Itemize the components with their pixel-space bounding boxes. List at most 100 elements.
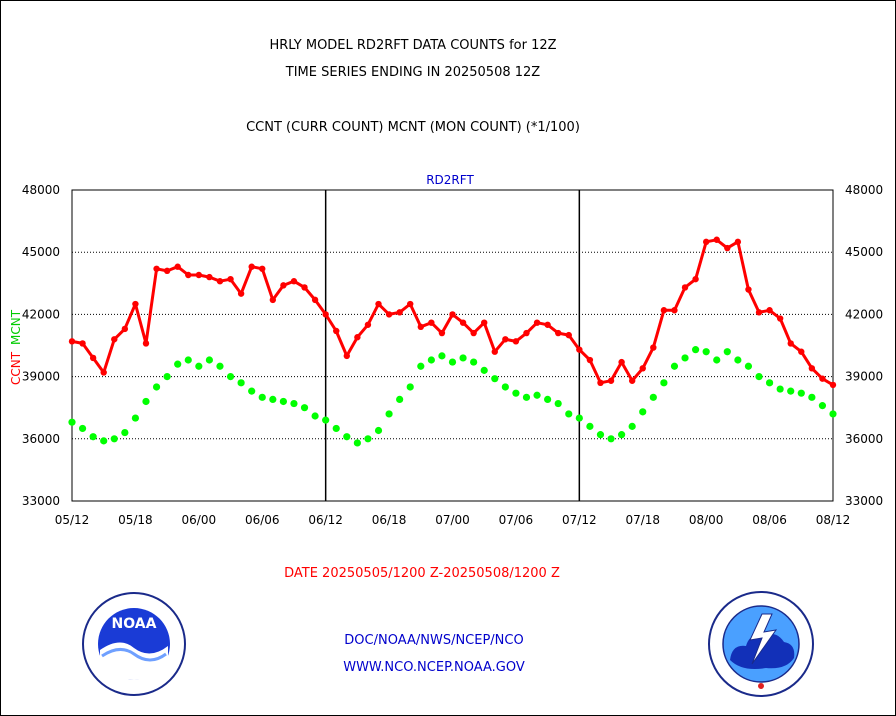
point-mcnt-62 (723, 348, 731, 356)
y-tick-left-39000: 39000 (22, 370, 60, 384)
point-ccnt-51 (607, 377, 615, 384)
point-mcnt-57 (670, 362, 679, 370)
point-ccnt-47 (565, 331, 572, 339)
point-mcnt-51 (607, 435, 615, 443)
noaa-wave-icon (101, 648, 167, 662)
point-mcnt-15 (226, 373, 235, 381)
point-ccnt-62 (724, 244, 731, 252)
point-mcnt-52 (618, 431, 626, 439)
point-mcnt-35 (438, 352, 446, 360)
point-mcnt-13 (205, 356, 214, 364)
point-ccnt-63 (734, 238, 742, 246)
point-ccnt-67 (776, 315, 784, 322)
point-mcnt-71 (818, 402, 827, 410)
point-ccnt-56 (660, 307, 668, 314)
point-mcnt-3 (100, 437, 108, 445)
point-mcnt-67 (776, 385, 784, 393)
title-line-3: CCNT (CURR COUNT) MCNT (MON COUNT) (*1/1… (246, 120, 580, 135)
point-mcnt-2 (89, 433, 97, 441)
point-mcnt-30 (385, 410, 393, 418)
point-ccnt-55 (650, 344, 657, 351)
y-tick-right-48000: 48000 (845, 183, 883, 197)
point-mcnt-17 (248, 387, 256, 395)
point-ccnt-36 (449, 311, 456, 318)
y-tick-right-42000: 42000 (845, 307, 883, 321)
point-ccnt-16 (237, 290, 245, 297)
point-mcnt-69 (797, 389, 805, 397)
point-ccnt-40 (491, 348, 498, 355)
point-ccnt-50 (597, 379, 604, 387)
point-mcnt-43 (522, 393, 531, 401)
y-tick-right-45000: 45000 (845, 245, 883, 259)
point-ccnt-46 (554, 329, 562, 337)
point-mcnt-26 (343, 433, 351, 441)
point-ccnt-45 (544, 321, 551, 328)
x-tick-1: 05/18 (118, 513, 153, 527)
point-ccnt-66 (766, 307, 773, 314)
series-layer (68, 236, 837, 447)
point-mcnt-58 (681, 354, 689, 362)
point-ccnt-42 (512, 338, 520, 345)
title-line-1: HRLY MODEL RD2RFT DATA COUNTS for 12Z (269, 38, 557, 53)
point-mcnt-40 (491, 375, 499, 383)
point-mcnt-60 (702, 348, 710, 356)
noaa-logo: NOAA (82, 592, 186, 696)
point-mcnt-24 (322, 416, 330, 424)
x-tick-6: 07/00 (435, 513, 470, 527)
point-ccnt-43 (523, 329, 530, 337)
y-tick-labels: 33000 33000 36000 36000 39000 39000 42000 42000… (22, 183, 883, 508)
date-range-label: DATE 20250505/1200 Z-20250508/1200 Z (284, 566, 560, 581)
point-ccnt-25 (333, 327, 340, 335)
point-mcnt-14 (216, 362, 224, 370)
org-label: DOC/NOAA/NWS/NCEP/NCO (344, 633, 524, 648)
point-ccnt-35 (438, 329, 446, 337)
series-ccnt (68, 236, 837, 389)
point-ccnt-22 (301, 284, 308, 291)
point-ccnt-12 (195, 271, 203, 279)
point-mcnt-10 (174, 360, 182, 368)
point-mcnt-49 (586, 422, 594, 430)
point-mcnt-63 (734, 356, 742, 364)
y-axis-label-ccnt: CCNT (9, 351, 23, 385)
point-ccnt-33 (417, 323, 424, 331)
x-tick-5: 06/18 (372, 513, 407, 527)
point-ccnt-4 (111, 336, 118, 343)
x-tick-9: 07/18 (625, 513, 660, 527)
point-mcnt-42 (512, 389, 520, 397)
day-separator-lines (324, 190, 581, 501)
point-ccnt-6 (132, 300, 139, 308)
point-ccnt-41 (502, 336, 509, 343)
point-ccnt-69 (798, 348, 805, 355)
point-ccnt-0 (68, 338, 76, 345)
point-ccnt-15 (227, 275, 234, 283)
point-mcnt-4 (110, 435, 118, 443)
point-ccnt-60 (702, 238, 710, 246)
point-mcnt-46 (554, 399, 562, 408)
point-mcnt-18 (258, 393, 266, 401)
point-mcnt-48 (575, 414, 583, 422)
point-ccnt-14 (216, 278, 224, 285)
point-mcnt-70 (808, 393, 816, 401)
point-mcnt-38 (470, 358, 478, 366)
point-ccnt-26 (343, 352, 351, 360)
point-ccnt-71 (819, 375, 826, 382)
chart-title: RD2RFT (426, 173, 474, 187)
y-tick-left-36000: 36000 (22, 432, 60, 446)
point-mcnt-72 (829, 410, 837, 418)
y-axis-label-mcnt: MCNT (9, 309, 23, 345)
lightning-icon (749, 613, 778, 665)
url-link[interactable]: WWW.NCO.NCEP.NOAA.GOV (343, 660, 525, 675)
point-ccnt-17 (248, 263, 255, 270)
point-ccnt-68 (787, 340, 794, 347)
x-tick-11: 08/06 (752, 513, 787, 527)
y-tick-right-36000: 36000 (845, 432, 883, 446)
point-ccnt-27 (354, 334, 361, 341)
point-ccnt-59 (692, 275, 699, 283)
point-mcnt-59 (691, 346, 700, 354)
point-ccnt-13 (206, 273, 213, 281)
point-mcnt-8 (152, 383, 161, 391)
point-mcnt-20 (279, 397, 287, 406)
point-ccnt-70 (808, 365, 816, 372)
series-mcnt (68, 346, 837, 447)
point-ccnt-10 (174, 263, 181, 270)
